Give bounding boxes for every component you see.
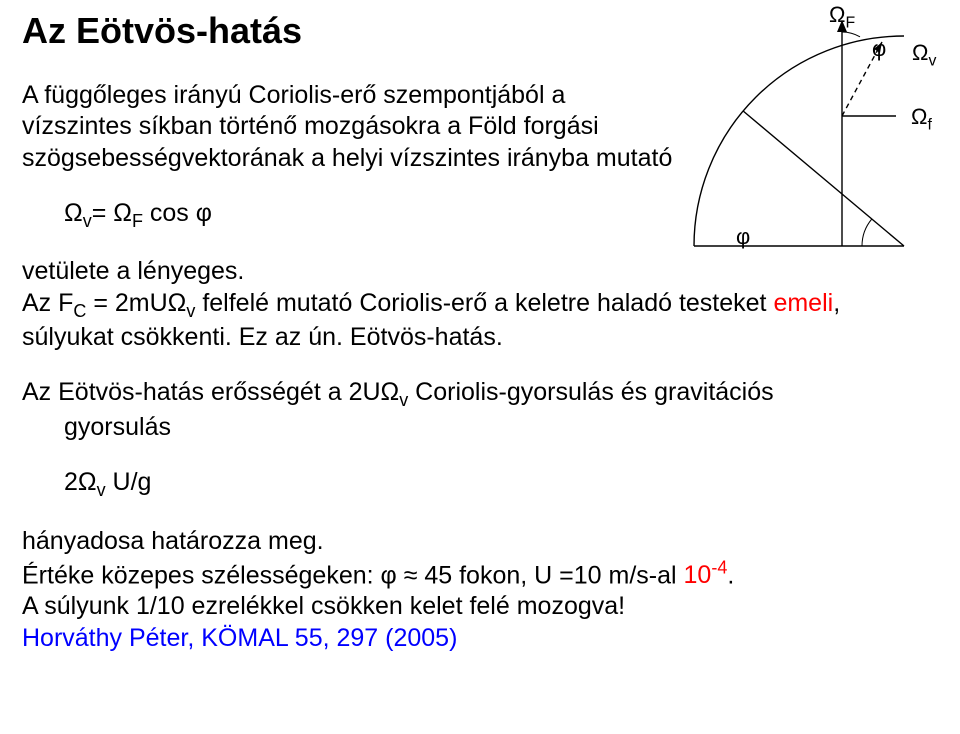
label-omega-F: ΩF bbox=[829, 2, 855, 32]
label-omega-v: Ωv bbox=[912, 40, 936, 70]
line: A súlyunk 1/10 ezrelékkel csökken kelet … bbox=[22, 592, 625, 620]
line: Értéke közepes szélességeken: φ ≈ 45 fok… bbox=[22, 561, 734, 589]
label-phi-bottom: φ bbox=[736, 224, 750, 250]
line: Az Eötvös-hatás erősségét a 2UΩv Corioli… bbox=[22, 378, 774, 406]
slide: Az Eötvös-hatás A függőleges irányú Cori… bbox=[0, 0, 960, 734]
line: vetülete a lényeges. bbox=[22, 257, 244, 285]
reference-line: Horváthy Péter, KÖMAL 55, 297 (2005) bbox=[22, 624, 457, 652]
line: vízszintes síkban történő mozgásokra a F… bbox=[22, 112, 599, 140]
label-omega-f: Ωf bbox=[911, 104, 932, 134]
vector-diagram: ΩF φ Ωv Ωf φ bbox=[674, 6, 934, 261]
paragraph-2: vetülete a lényeges. Az FC = 2mUΩv felfe… bbox=[22, 256, 938, 353]
label-phi-top: φ bbox=[872, 36, 886, 62]
paragraph-1: A függőleges irányú Coriolis-erő szempon… bbox=[22, 80, 682, 174]
line: gyorsulás bbox=[64, 413, 171, 441]
formula-ratio: 2Ωv U/g bbox=[64, 467, 938, 502]
line: A függőleges irányú Coriolis-erő szempon… bbox=[22, 81, 565, 109]
line: szögsebességvektorának a helyi vízszinte… bbox=[22, 144, 672, 172]
diagram-svg bbox=[674, 6, 934, 261]
paragraph-3: Az Eötvös-hatás erősségét a 2UΩv Corioli… bbox=[22, 377, 938, 443]
paragraph-4: hányadosa határozza meg. Értéke közepes … bbox=[22, 526, 938, 654]
line: súlyukat csökkenti. Ez az ún. Eötvös-hat… bbox=[22, 323, 503, 351]
line: hányadosa határozza meg. bbox=[22, 527, 324, 555]
line: Az FC = 2mUΩv felfelé mutató Coriolis-er… bbox=[22, 289, 840, 317]
